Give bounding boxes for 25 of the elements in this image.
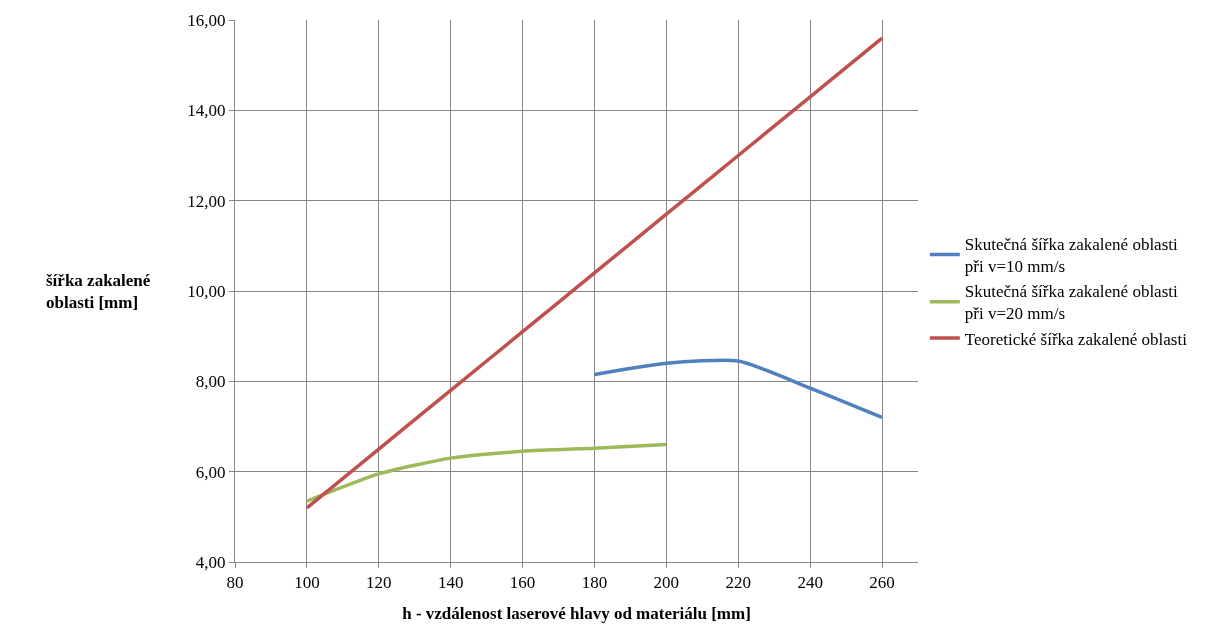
x-tick-label: 200 xyxy=(653,573,680,593)
y-tick-label: 14,00 xyxy=(187,101,226,121)
x-tick-label: 220 xyxy=(725,573,752,593)
y-tick-label: 10,00 xyxy=(187,281,226,301)
line-series xyxy=(305,36,884,510)
y-tick-label: 8,00 xyxy=(195,372,226,392)
y-tick-label: 4,00 xyxy=(195,552,226,572)
line-series xyxy=(592,358,884,420)
x-tick-label: 100 xyxy=(294,573,320,593)
x-tick-label: 240 xyxy=(797,573,823,593)
x-tick-label: 140 xyxy=(437,573,464,593)
legend-label: Skutečná šířka zakalené oblasti při v=10 mm/s xyxy=(964,235,1178,277)
x-tick-label: 260 xyxy=(869,573,895,593)
y-axis-title: šířka zakalené oblasti [mm] xyxy=(46,271,151,313)
y-tick-label: 6,00 xyxy=(195,462,226,482)
y-tick-label: 16,00 xyxy=(187,10,226,30)
x-tick-label: 180 xyxy=(581,573,608,593)
x-axis-title: h - vzdálenost laserové hlavy od materiálu [mm] xyxy=(402,603,751,623)
x-tick-label: 80 xyxy=(226,573,244,593)
legend-label: Teoretické šířka zakalené oblasti xyxy=(964,329,1188,349)
y-tick-label: 12,00 xyxy=(187,191,226,211)
line-series xyxy=(305,442,669,503)
legend-label: Skutečná šířka zakalené oblasti při v=20 mm/s xyxy=(964,282,1178,324)
x-tick-label: 160 xyxy=(509,573,536,593)
x-tick-label: 120 xyxy=(366,573,392,593)
